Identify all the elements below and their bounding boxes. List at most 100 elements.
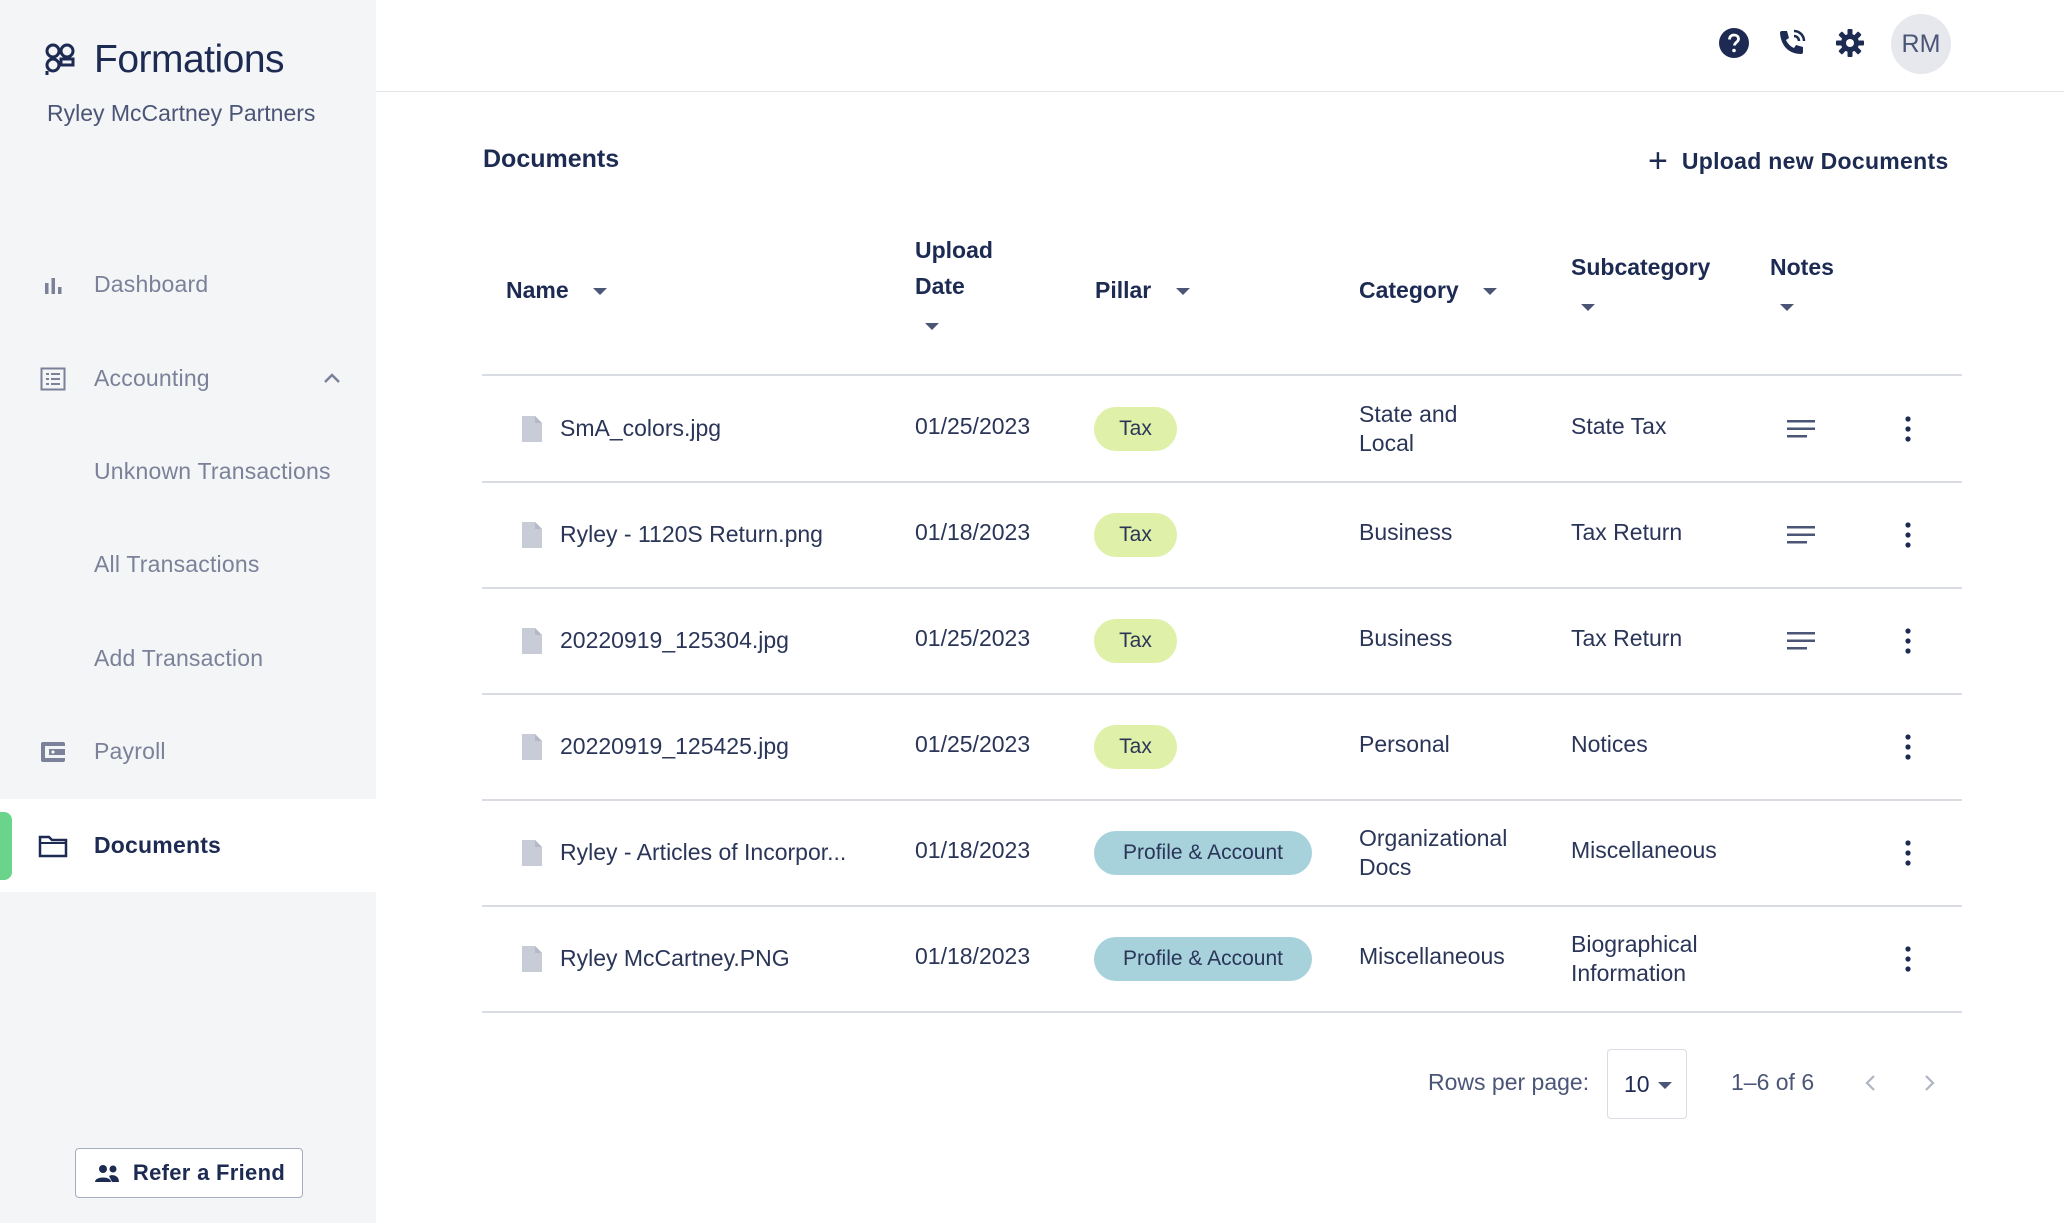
cell-category-line: Organizational [1359, 825, 1508, 851]
cell-name[interactable]: 20220919_125425.jpg [560, 733, 789, 759]
sidebar-item-label: All Transactions [94, 551, 260, 577]
sidebar-item-payroll[interactable]: Payroll [0, 705, 376, 798]
cell-category-line: Local [1359, 430, 1414, 456]
people-icon [94, 1165, 119, 1182]
sort-caret-icon[interactable] [1483, 288, 1498, 296]
pillar-badge: Profile & Account [1094, 831, 1312, 875]
file-icon [522, 946, 542, 972]
column-header-notes[interactable]: Notes [1770, 249, 1834, 321]
cell-subcategory-line: Biographical [1571, 931, 1698, 957]
sidebar-item-label: Payroll [94, 738, 166, 764]
chevron-up-icon[interactable] [320, 367, 344, 391]
refer-friend-button[interactable]: Refer a Friend [75, 1148, 303, 1198]
pillar-badge: Tax [1094, 407, 1177, 451]
column-header-label: Pillar [1095, 277, 1152, 303]
rows-per-page-select[interactable]: 10 [1607, 1049, 1687, 1119]
next-page-button[interactable] [1914, 1068, 1944, 1098]
sort-caret-icon[interactable] [1581, 304, 1595, 311]
sort-caret-icon[interactable] [593, 288, 608, 296]
file-icon [522, 416, 542, 442]
column-header-label: Subcategory [1571, 254, 1711, 280]
file-icon [522, 734, 542, 760]
bar-chart-icon [38, 270, 68, 300]
chevron-right-icon [1925, 1075, 1935, 1091]
notes-icon[interactable] [1785, 524, 1817, 546]
sidebar-item-label: Unknown Transactions [94, 458, 331, 484]
column-header-upload-date[interactable]: Upload Date [915, 232, 993, 340]
column-header-label: Upload [915, 237, 993, 263]
column-header-label: Name [506, 277, 569, 303]
cell-name[interactable]: Ryley - 1120S Return.png [560, 521, 823, 547]
more-vert-icon[interactable] [1898, 838, 1918, 868]
brand-name: Formations [94, 38, 285, 81]
cell-category: Miscellaneous [1359, 942, 1505, 971]
sort-caret-icon[interactable] [925, 323, 939, 330]
refer-friend-label: Refer a Friend [132, 1160, 286, 1185]
cell-upload-date: 01/25/2023 [915, 625, 1031, 651]
cell-name[interactable]: SmA_colors.jpg [560, 415, 722, 441]
row-divider [482, 905, 1962, 907]
cell-subcategory-line: State Tax [1571, 413, 1667, 439]
more-vert-icon[interactable] [1898, 414, 1918, 444]
more-vert-icon[interactable] [1898, 944, 1918, 974]
file-icon [522, 628, 542, 654]
more-vert-icon[interactable] [1898, 732, 1918, 762]
sort-caret-icon[interactable] [1175, 288, 1190, 296]
cell-category-line: Business [1359, 519, 1453, 545]
more-vert-icon[interactable] [1898, 626, 1918, 656]
row-divider [482, 587, 1962, 589]
column-header-subcategory[interactable]: Subcategory [1571, 249, 1710, 321]
top-bar: RM [376, 0, 2064, 92]
column-header-name[interactable]: Name [506, 272, 608, 308]
column-header-category[interactable]: Category [1359, 272, 1498, 308]
sidebar-item-dashboard[interactable]: Dashboard [0, 238, 376, 331]
row-divider [482, 1011, 1962, 1013]
settings-icon[interactable] [1833, 26, 1867, 60]
cell-category-line: Miscellaneous [1359, 943, 1505, 969]
notes-icon[interactable] [1785, 418, 1817, 440]
row-divider [482, 799, 1962, 801]
sidebar: Formations Ryley McCartney Partners Dash… [0, 0, 376, 1223]
cell-category: State and Local [1359, 400, 1457, 458]
sidebar-item-label: Documents [94, 832, 222, 858]
plus-icon: + [1648, 142, 1668, 180]
header-divider [482, 374, 1962, 376]
prev-page-button[interactable] [1856, 1068, 1886, 1098]
pillar-badge: Tax [1094, 619, 1177, 663]
cell-name[interactable]: Ryley McCartney.PNG [560, 945, 790, 971]
phone-icon[interactable] [1775, 26, 1809, 60]
page-title: Documents [483, 145, 620, 173]
sidebar-item-documents[interactable]: Documents [0, 799, 376, 892]
cell-subcategory-line: Notices [1571, 731, 1648, 757]
sidebar-item-accounting[interactable]: Accounting [0, 332, 376, 425]
active-indicator [0, 812, 12, 880]
notes-icon[interactable] [1785, 630, 1817, 652]
folder-icon [38, 831, 68, 861]
cell-name[interactable]: 20220919_125304.jpg [560, 627, 789, 653]
cell-subcategory-line: Miscellaneous [1571, 837, 1717, 863]
row-divider [482, 481, 1962, 483]
upload-documents-button[interactable]: + Upload new Documents [1648, 142, 1949, 180]
sidebar-item-all-transactions[interactable]: All Transactions [0, 518, 376, 611]
cell-category-line: Business [1359, 625, 1453, 651]
sort-caret-icon[interactable] [1780, 304, 1794, 311]
sidebar-item-unknown-transactions[interactable]: Unknown Transactions [0, 425, 376, 518]
cell-name[interactable]: Ryley - Articles of Incorpor... [560, 839, 847, 865]
cell-upload-date: 01/25/2023 [915, 413, 1031, 439]
sidebar-item-label: Add Transaction [94, 645, 264, 671]
cell-upload-date: 01/18/2023 [915, 837, 1031, 863]
row-divider [482, 693, 1962, 695]
cell-upload-date: 01/18/2023 [915, 519, 1031, 545]
more-vert-icon[interactable] [1898, 520, 1918, 550]
cell-category: Business [1359, 518, 1452, 547]
cell-subcategory: Notices [1571, 730, 1648, 759]
avatar[interactable]: RM [1891, 14, 1951, 74]
cell-category: Business [1359, 624, 1452, 653]
help-icon[interactable] [1717, 26, 1751, 60]
formations-logo-icon [45, 43, 75, 75]
ledger-icon [38, 364, 68, 394]
sidebar-item-add-transaction[interactable]: Add Transaction [0, 612, 376, 705]
column-header-pillar[interactable]: Pillar [1095, 272, 1190, 308]
brand[interactable]: Formations [44, 38, 285, 82]
cell-subcategory: Miscellaneous [1571, 836, 1717, 865]
